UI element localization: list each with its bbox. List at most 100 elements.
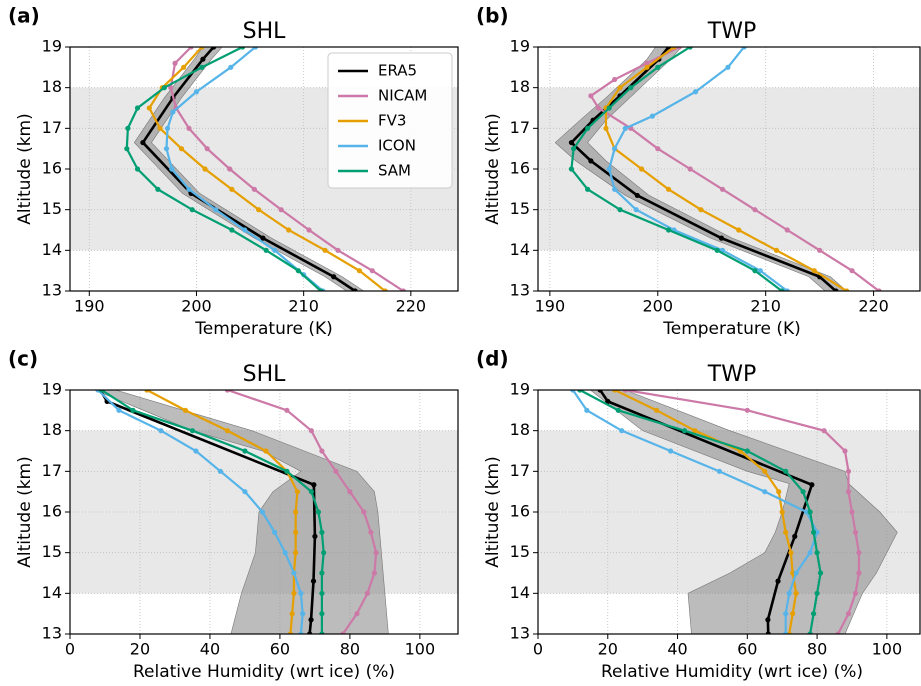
- profile-point: [306, 227, 312, 233]
- profile-point: [622, 390, 628, 393]
- profile-point: [170, 109, 176, 115]
- profile-point: [744, 407, 750, 413]
- y-tick-label: 13: [510, 624, 530, 643]
- profile-point: [333, 468, 339, 474]
- profile-point: [765, 617, 771, 623]
- x-tick-label: 100: [405, 640, 436, 659]
- y-tick-label: 15: [510, 542, 530, 561]
- x-tick-label: 190: [74, 297, 105, 316]
- profile-point: [98, 390, 105, 393]
- profile-point: [140, 139, 146, 146]
- panel-title: SHL: [243, 19, 287, 44]
- profile-point: [347, 489, 353, 495]
- profile-point: [665, 227, 672, 233]
- profile-point: [783, 611, 789, 617]
- x-tick-label: 0: [65, 640, 75, 659]
- profile-point: [294, 489, 301, 495]
- profile-point: [844, 288, 850, 291]
- profile-point: [295, 268, 301, 274]
- profile-point: [595, 105, 602, 111]
- profile-point: [319, 631, 325, 634]
- profile-point: [228, 64, 234, 70]
- profile-point: [310, 578, 317, 584]
- profile-point: [852, 590, 859, 596]
- y-tick-label: 17: [42, 118, 62, 137]
- profile-point: [293, 509, 299, 515]
- profile-point: [217, 468, 224, 474]
- profile-point: [692, 428, 698, 434]
- profile-point: [744, 448, 750, 454]
- y-tick-label: 16: [510, 502, 530, 521]
- plot-area: [538, 390, 920, 634]
- legend-label: ERA5: [378, 62, 417, 80]
- profile-point: [810, 611, 817, 617]
- profile-point: [188, 47, 194, 50]
- profile-point: [251, 186, 257, 192]
- y-tick-label: 13: [510, 281, 530, 300]
- profile-point: [597, 390, 603, 393]
- profile-point: [793, 590, 799, 596]
- x-tick-label: 80: [807, 640, 827, 659]
- x-tick-label: 220: [396, 297, 427, 316]
- x-tick-label: 100: [872, 640, 903, 659]
- profile-point: [634, 192, 640, 199]
- profile-point: [186, 186, 192, 192]
- profile-point: [773, 247, 780, 253]
- profile-point: [793, 570, 799, 576]
- profile-point: [603, 125, 609, 131]
- profile-point: [617, 85, 623, 91]
- profile-point: [263, 448, 269, 454]
- y-tick-label: 17: [42, 461, 62, 480]
- profile-point: [229, 186, 235, 192]
- profile-point: [833, 288, 839, 291]
- panel-title: TWP: [707, 362, 756, 387]
- profile-point: [628, 85, 634, 91]
- legend-label: NICAM: [378, 87, 427, 105]
- x-tick-label: 220: [858, 297, 889, 316]
- y-axis-label: Altitude (km): [15, 456, 35, 568]
- profile-point: [765, 631, 771, 634]
- profile-point: [158, 428, 164, 434]
- profile-point: [202, 166, 208, 172]
- profile-point: [876, 288, 882, 291]
- profile-point: [807, 631, 813, 634]
- profile-point: [300, 611, 306, 617]
- legend-box: [327, 52, 453, 189]
- panel-label: (a): [8, 4, 40, 28]
- profile-point: [371, 570, 377, 576]
- profile-point: [814, 550, 820, 556]
- profile-point: [369, 268, 375, 274]
- y-tick-label: 14: [42, 583, 62, 602]
- profile-point: [814, 590, 820, 596]
- profile-point: [335, 247, 341, 253]
- y-tick-label: 17: [510, 118, 530, 137]
- plot-area: [70, 390, 458, 634]
- profile-point: [619, 428, 625, 434]
- profile-point: [792, 533, 798, 540]
- profile-point: [284, 407, 290, 413]
- y-tick-label: 18: [42, 420, 62, 439]
- panel-title: TWP: [707, 19, 756, 44]
- profile-point: [224, 390, 231, 393]
- profile-point: [340, 631, 346, 634]
- profile-point: [687, 47, 693, 50]
- era5-range-band: [133, 47, 365, 291]
- profile-point: [807, 550, 813, 556]
- profile-point: [307, 631, 313, 634]
- profile-point: [612, 390, 618, 393]
- profile-point: [718, 235, 725, 241]
- profile-point: [319, 570, 325, 576]
- profile-point: [644, 64, 650, 70]
- x-tick-label: 80: [340, 640, 360, 659]
- profile-point: [568, 166, 575, 172]
- profile-point: [382, 288, 388, 291]
- profile-point: [124, 146, 130, 152]
- x-axis-label: Temperature (K): [662, 319, 801, 339]
- profile-point: [775, 578, 781, 584]
- y-tick-label: 19: [42, 380, 62, 399]
- profile-point: [321, 550, 327, 556]
- x-tick-label: 210: [288, 297, 319, 316]
- profile-point: [172, 60, 178, 66]
- x-tick-label: 40: [200, 640, 220, 659]
